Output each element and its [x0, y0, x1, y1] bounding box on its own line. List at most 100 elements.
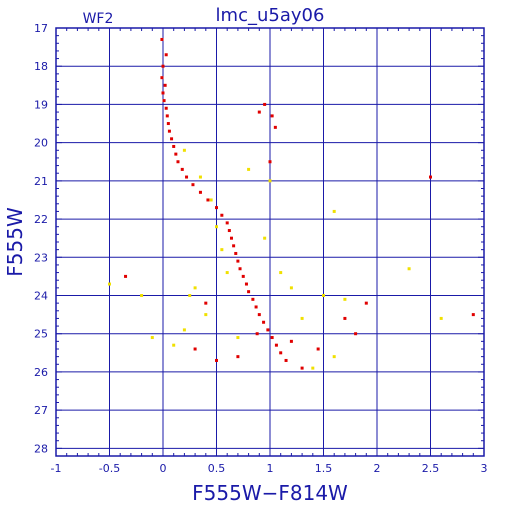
point-red [255, 332, 259, 336]
point-red [162, 99, 166, 103]
chip-label: WF2 [83, 11, 114, 27]
point-yellow [332, 209, 336, 213]
point-red [161, 91, 165, 95]
point-yellow [182, 148, 186, 152]
x-tick-label: 0 [160, 462, 167, 475]
point-yellow [209, 198, 213, 202]
point-yellow [225, 271, 229, 275]
point-yellow [140, 294, 144, 297]
x-tick-label: -0.5 [99, 462, 120, 475]
point-red [263, 102, 267, 106]
point-red [471, 313, 475, 317]
point-yellow [322, 294, 325, 297]
point-red [204, 301, 208, 305]
point-yellow [311, 366, 315, 370]
axis-ticks [55, 27, 485, 457]
point-red [247, 290, 251, 294]
point-red [170, 137, 174, 141]
point-yellow [268, 179, 272, 183]
x-tick-label: 0.5 [208, 462, 226, 475]
point-red [238, 267, 242, 271]
point-yellow [198, 175, 202, 179]
y-tick-label: 21 [34, 175, 48, 188]
point-red [165, 114, 169, 118]
y-tick-label: 24 [34, 290, 48, 303]
point-red [191, 183, 195, 187]
point-red [160, 76, 164, 80]
y-tick-label: 20 [34, 137, 48, 150]
point-yellow [193, 286, 197, 290]
x-tick-label: -1 [51, 462, 62, 475]
point-red [229, 236, 233, 240]
point-red [166, 122, 170, 126]
y-tick-label: 17 [34, 22, 48, 35]
point-red [161, 64, 165, 68]
point-red [343, 316, 347, 320]
point-yellow [343, 297, 347, 301]
y-tick-label: 25 [34, 328, 48, 341]
point-red [167, 129, 171, 133]
point-red [215, 206, 218, 210]
point-red [429, 175, 432, 179]
point-yellow [247, 167, 251, 171]
point-yellow [407, 267, 411, 271]
point-yellow [108, 282, 111, 286]
point-red [257, 313, 261, 317]
point-red [164, 106, 168, 110]
point-red [220, 213, 224, 217]
point-red [244, 282, 248, 286]
point-red [163, 83, 167, 87]
point-yellow [220, 248, 224, 252]
point-red [225, 221, 229, 225]
point-red [232, 244, 236, 248]
chart-title: lmc_u5ay06 [216, 5, 325, 26]
point-red [164, 53, 168, 57]
point-yellow [300, 316, 304, 320]
point-red [215, 358, 218, 362]
y-tick-label: 19 [34, 98, 48, 111]
x-axis-label: F555W−F814W [192, 481, 348, 505]
point-red [354, 332, 358, 336]
point-red [180, 167, 184, 171]
y-tick-label: 28 [34, 442, 48, 455]
x-tick-label: 1 [267, 462, 274, 475]
x-tick-labels: -1 -0.5 0 0.5 1 1.5 2 2.5 3 [51, 462, 488, 475]
x-tick-label: 1.5 [315, 462, 333, 475]
y-tick-label: 22 [34, 213, 48, 226]
point-red [270, 336, 274, 340]
point-yellow [182, 328, 186, 332]
point-red [160, 37, 164, 41]
x-tick-label: 2.5 [422, 462, 440, 475]
point-yellow [439, 316, 443, 320]
point-yellow [150, 336, 154, 340]
point-red [273, 125, 277, 129]
point-red [289, 339, 293, 343]
point-yellow [204, 313, 208, 317]
point-red [316, 347, 320, 351]
y-axis-label: F555W [3, 207, 27, 277]
point-red [236, 259, 240, 263]
point-red [234, 251, 238, 255]
point-red [270, 114, 274, 118]
y-tick-labels: 17 18 19 20 21 22 23 24 25 26 27 28 [34, 22, 48, 455]
point-red [300, 366, 304, 370]
point-yellow [215, 225, 218, 229]
x-tick-label: 2 [374, 462, 381, 475]
point-yellow [236, 336, 240, 340]
point-red [227, 229, 231, 233]
point-red [251, 297, 255, 301]
point-red [266, 328, 270, 332]
point-red [241, 274, 245, 278]
point-yellow [263, 236, 267, 240]
point-yellow [332, 355, 336, 359]
point-red [284, 358, 288, 362]
point-red [279, 351, 283, 355]
data-points [108, 37, 475, 370]
point-red [254, 305, 258, 309]
point-yellow [172, 343, 176, 347]
point-red [206, 198, 210, 202]
point-yellow [279, 271, 283, 275]
y-tick-label: 23 [34, 251, 48, 264]
